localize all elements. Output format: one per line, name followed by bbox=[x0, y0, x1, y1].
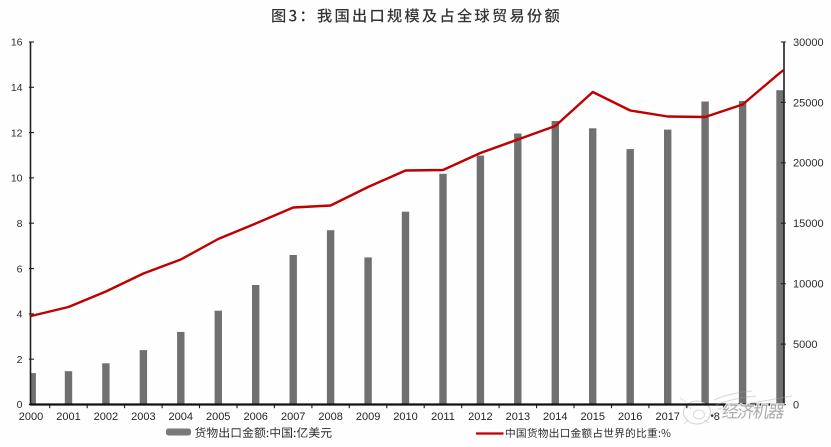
svg-text:2015: 2015 bbox=[581, 411, 605, 423]
svg-text:0: 0 bbox=[17, 399, 23, 411]
svg-text:14: 14 bbox=[11, 82, 23, 94]
svg-text:2005: 2005 bbox=[206, 411, 230, 423]
svg-text:2000: 2000 bbox=[19, 411, 43, 423]
svg-text:16: 16 bbox=[11, 37, 23, 49]
svg-text:2017: 2017 bbox=[655, 411, 679, 423]
svg-text:2012: 2012 bbox=[468, 411, 492, 423]
svg-text:2011: 2011 bbox=[431, 411, 455, 423]
svg-text:20000: 20000 bbox=[793, 158, 824, 170]
svg-text:15000: 15000 bbox=[793, 218, 824, 230]
svg-text:4: 4 bbox=[17, 309, 23, 321]
svg-text:2003: 2003 bbox=[131, 411, 155, 423]
svg-text:2004: 2004 bbox=[169, 411, 193, 423]
svg-text:25000: 25000 bbox=[793, 97, 824, 109]
svg-text:2009: 2009 bbox=[356, 411, 380, 423]
svg-text:2006: 2006 bbox=[243, 411, 267, 423]
svg-text:0: 0 bbox=[793, 399, 799, 411]
svg-text:2016: 2016 bbox=[618, 411, 642, 423]
svg-text:2002: 2002 bbox=[94, 411, 118, 423]
svg-text:2013: 2013 bbox=[506, 411, 530, 423]
svg-text:12: 12 bbox=[11, 127, 23, 139]
svg-text:10000: 10000 bbox=[793, 279, 824, 291]
svg-text:2014: 2014 bbox=[543, 411, 567, 423]
svg-text:8: 8 bbox=[17, 218, 23, 230]
svg-text:5000: 5000 bbox=[793, 339, 817, 351]
svg-text:6: 6 bbox=[17, 263, 23, 275]
svg-text:2007: 2007 bbox=[281, 411, 305, 423]
svg-text:2: 2 bbox=[17, 354, 23, 366]
svg-text:2010: 2010 bbox=[393, 411, 417, 423]
svg-text:30000: 30000 bbox=[793, 37, 824, 49]
svg-text:8: 8 bbox=[714, 411, 720, 423]
svg-text:2008: 2008 bbox=[318, 411, 342, 423]
svg-text:10: 10 bbox=[11, 173, 23, 185]
svg-text:2001: 2001 bbox=[56, 411, 80, 423]
